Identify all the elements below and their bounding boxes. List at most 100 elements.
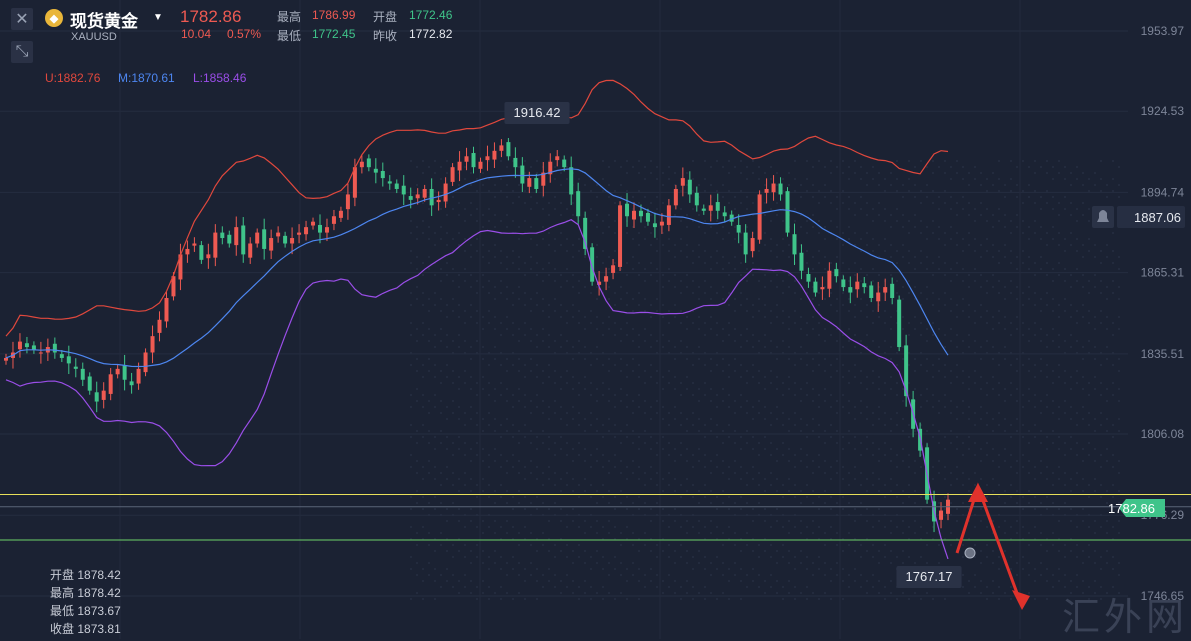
bg-dot [926, 184, 928, 186]
bg-dot [1076, 340, 1078, 342]
bg-dot [812, 388, 814, 390]
bg-dot [572, 562, 574, 564]
bg-dot [884, 586, 886, 588]
bg-dot [974, 250, 976, 252]
bg-dot [542, 238, 544, 240]
bg-dot [692, 208, 694, 210]
bg-dot [1034, 232, 1036, 234]
bg-dot [1070, 592, 1072, 594]
candle-body [373, 168, 378, 173]
bg-dot [992, 562, 994, 564]
bg-dot [1076, 268, 1078, 270]
bg-dot [740, 406, 742, 408]
bg-dot [836, 310, 838, 312]
chevron-down-icon[interactable]: ▼ [153, 12, 163, 23]
bg-dot [860, 502, 862, 504]
close-icon[interactable]: ✕ [11, 8, 33, 30]
bg-dot [962, 556, 964, 558]
collapse-icon[interactable]: ⤡ [11, 41, 33, 63]
bg-dot [644, 574, 646, 576]
bg-dot [1106, 316, 1108, 318]
candle-body [4, 357, 8, 361]
bg-dot [512, 526, 514, 528]
bg-dot [446, 274, 448, 276]
bg-dot [932, 376, 934, 378]
bg-dot [1082, 172, 1084, 174]
bg-dot [1112, 586, 1114, 588]
bg-dot [698, 400, 700, 402]
bg-dot [878, 388, 880, 390]
bg-dot [716, 598, 718, 600]
bg-dot [812, 592, 814, 594]
bg-dot [608, 256, 610, 258]
bg-dot [734, 268, 736, 270]
bg-dot [1004, 214, 1006, 216]
bg-dot [428, 472, 430, 474]
bg-dot [1028, 562, 1030, 564]
bg-dot [842, 394, 844, 396]
bg-dot [890, 244, 892, 246]
bg-dot [848, 484, 850, 486]
bg-dot [752, 274, 754, 276]
bg-dot [458, 346, 460, 348]
bg-dot [896, 496, 898, 498]
bg-dot [986, 412, 988, 414]
bg-dot [686, 286, 688, 288]
bg-dot [1106, 490, 1108, 492]
bg-dot [824, 490, 826, 492]
bg-dot [1028, 196, 1030, 198]
bg-dot [1088, 250, 1090, 252]
bg-dot [662, 202, 664, 204]
bg-dot [1106, 346, 1108, 348]
bg-dot [1070, 418, 1072, 420]
candle-body [94, 392, 99, 402]
bg-dot [656, 310, 658, 312]
bg-dot [1010, 334, 1012, 336]
bg-dot [524, 262, 526, 264]
bg-dot [638, 190, 640, 192]
bg-dot [542, 298, 544, 300]
bg-dot [890, 376, 892, 378]
bg-dot [800, 532, 802, 534]
bg-dot [1010, 262, 1012, 264]
bg-dot [428, 208, 430, 210]
bg-dot [872, 208, 874, 210]
bg-dot [1076, 526, 1078, 528]
bg-dot [596, 358, 598, 360]
bg-dot [806, 424, 808, 426]
bg-dot [506, 214, 508, 216]
bg-dot [452, 400, 454, 402]
bg-dot [794, 280, 796, 282]
bg-dot [608, 520, 610, 522]
bg-dot [950, 340, 952, 342]
bg-dot [896, 160, 898, 162]
bg-dot [1040, 358, 1042, 360]
bg-dot [776, 304, 778, 306]
bg-dot [716, 394, 718, 396]
bg-dot [974, 310, 976, 312]
bg-dot [950, 442, 952, 444]
bg-dot [494, 256, 496, 258]
bg-dot [716, 190, 718, 192]
bg-dot [470, 562, 472, 564]
instrument-title[interactable]: 现货黄金 [70, 12, 138, 31]
bg-dot [470, 244, 472, 246]
bg-dot [554, 544, 556, 546]
bg-dot [464, 526, 466, 528]
bg-dot [746, 310, 748, 312]
bg-dot [968, 334, 970, 336]
bg-dot [824, 328, 826, 330]
bg-dot [416, 328, 418, 330]
bg-dot [824, 286, 826, 288]
bg-dot [410, 292, 412, 294]
bg-dot [1022, 334, 1024, 336]
bg-dot [668, 178, 670, 180]
bg-dot [656, 178, 658, 180]
bg-dot [410, 322, 412, 324]
bg-dot [1106, 532, 1108, 534]
bg-dot [818, 508, 820, 510]
bg-dot [1118, 298, 1120, 300]
bg-dot [980, 406, 982, 408]
bg-dot [524, 526, 526, 528]
